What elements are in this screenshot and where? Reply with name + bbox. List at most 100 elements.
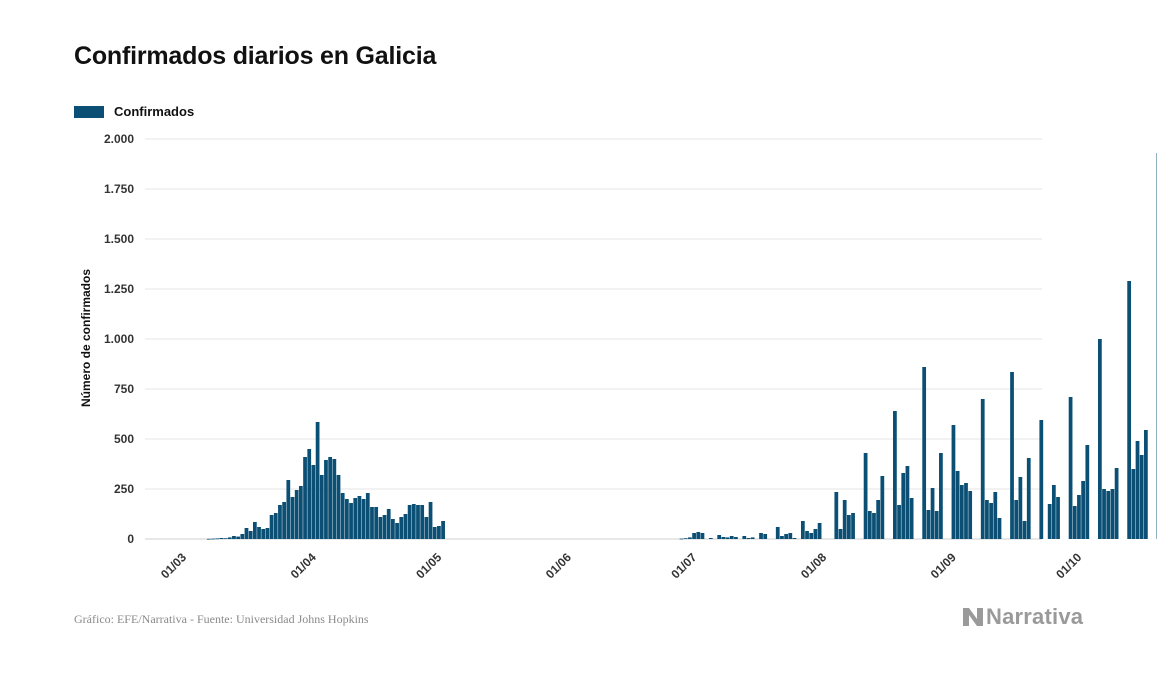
bar: [955, 471, 960, 539]
bar: [1047, 504, 1052, 539]
bar: [734, 537, 738, 539]
bar: [939, 453, 943, 539]
bar: [286, 480, 291, 539]
bar: [1097, 339, 1102, 539]
bar: [261, 529, 266, 539]
bar: [232, 536, 236, 539]
bar: [930, 488, 935, 539]
bar: [1144, 430, 1148, 539]
bar: [784, 534, 788, 539]
bar: [428, 502, 433, 539]
bar: [780, 536, 784, 539]
bar: [349, 503, 353, 539]
bar: [876, 500, 881, 539]
bars: [206, 153, 1157, 540]
bar: [278, 505, 282, 539]
legend-label: Confirmados: [114, 104, 195, 119]
y-tick-label: 1.750: [104, 182, 134, 196]
bar: [219, 538, 224, 539]
bar: [290, 497, 295, 539]
bar: [834, 492, 839, 539]
bar: [872, 513, 876, 539]
bar: [842, 500, 847, 539]
bar: [1127, 281, 1132, 539]
bar: [382, 515, 387, 539]
bar: [1051, 485, 1056, 539]
bar: [1018, 477, 1023, 539]
bar: [708, 538, 713, 539]
narrativa-logo: Narrativa: [962, 604, 1083, 630]
grid-lines: [145, 138, 1042, 540]
bar: [729, 536, 734, 539]
bar: [750, 537, 755, 539]
bar: [273, 513, 278, 539]
bar: [1139, 455, 1144, 539]
bar: [867, 511, 872, 539]
bar: [345, 499, 349, 539]
bar: [374, 507, 379, 539]
bar: [1110, 489, 1115, 539]
bar: [1072, 506, 1077, 539]
bar: [1085, 445, 1090, 539]
y-tick-labels: 0 250 500 750 1.000 1.250 1.500 1.750 2.000: [104, 132, 134, 546]
bar: [1068, 397, 1073, 539]
bar: [851, 513, 855, 539]
y-tick-label: 1.500: [104, 232, 134, 246]
bar: [391, 519, 395, 539]
source-footer: Gráfico: EFE/Narrativa - Fuente: Univers…: [74, 612, 369, 626]
y-tick-label: 1.250: [104, 282, 134, 296]
bar: [805, 531, 809, 539]
x-tick-labels: 01/03 01/04 01/05 01/06 01/07 01/08 01/09 01/10…: [158, 550, 1085, 581]
bar: [863, 453, 868, 539]
bar: [378, 517, 383, 539]
bar: [1014, 500, 1019, 539]
bar: [838, 529, 843, 539]
y-tick-label: 0: [127, 532, 134, 546]
bar: [775, 527, 780, 539]
bar: [725, 537, 730, 539]
bar: [315, 422, 320, 539]
bar: [353, 498, 358, 539]
bar: [303, 457, 307, 539]
bar: [980, 399, 985, 539]
bar: [407, 505, 412, 539]
chart-legend: Confirmados: [74, 104, 194, 119]
bar: [420, 505, 425, 539]
bar: [1026, 458, 1031, 539]
bar: [985, 500, 989, 539]
bar: [437, 526, 441, 539]
bar: [721, 537, 726, 539]
bar: [696, 532, 701, 539]
bar: [968, 491, 973, 539]
bar: [1077, 495, 1081, 539]
bar: [332, 459, 337, 539]
bar: [683, 538, 688, 539]
bar: [1056, 497, 1060, 539]
bar: [746, 538, 751, 539]
x-tick-label: 01/08: [798, 550, 829, 581]
bar: [361, 499, 366, 539]
bar: [1039, 420, 1044, 539]
bar: [688, 537, 692, 539]
bar: [252, 522, 257, 539]
bar: [792, 538, 797, 539]
chart-title: Confirmados diarios en Galicia: [74, 42, 437, 70]
bar: [1102, 489, 1106, 539]
bar: [248, 531, 253, 539]
bar: [880, 476, 885, 539]
x-tick-label: 01/05: [413, 550, 444, 581]
bar: [211, 538, 215, 540]
bar: [800, 521, 805, 539]
bar: [959, 485, 964, 539]
bar: [432, 527, 437, 539]
bar: [257, 527, 261, 539]
bar: [759, 533, 763, 539]
bar: [441, 521, 445, 539]
bar: [244, 528, 249, 539]
x-tick-label: 01/07: [668, 550, 699, 581]
bar: [236, 536, 240, 539]
bar: [964, 483, 968, 539]
y-tick-label: 500: [114, 432, 134, 446]
bar: [909, 498, 914, 539]
